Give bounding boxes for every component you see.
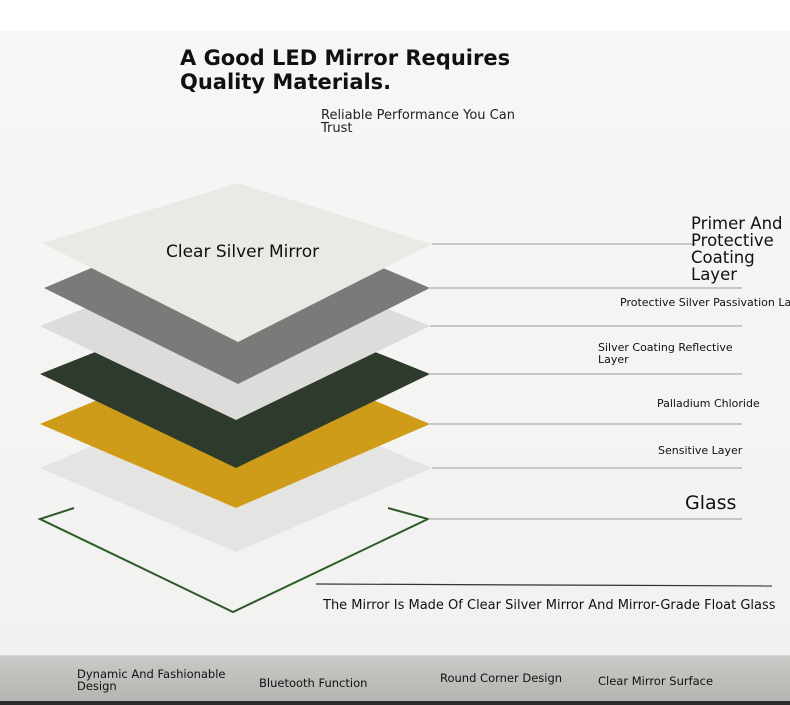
clear-silver-mirror-layer (42, 183, 432, 342)
feature-bar: Dynamic And Fashionable Design Bluetooth… (0, 655, 790, 702)
feature-round-corner: Round Corner Design (440, 671, 563, 685)
bottom-border (0, 701, 790, 705)
caption-divider (315, 583, 773, 587)
top-margin (0, 0, 790, 31)
glass-outline (37, 507, 431, 614)
layer-label-silver-coating: Silver Coating Reflective Layer (598, 341, 733, 366)
feature-clear-surface: Clear Mirror Surface (598, 674, 714, 688)
page-title: A Good LED Mirror Requires Quality Mater… (180, 46, 511, 94)
layer-label-glass: Glass (685, 492, 737, 514)
page-subtitle: Reliable Performance You Can Trust (321, 108, 515, 136)
layer-label-sensitive: Sensitive Layer (658, 444, 743, 457)
mirror-layer-label: Clear Silver Mirror (166, 242, 320, 262)
feature-dynamic-design: Dynamic And Fashionable Design (77, 667, 226, 693)
feature-bluetooth: Bluetooth Function (259, 676, 368, 690)
layer-label-primer: Primer And Protective Coating Layer (691, 214, 783, 284)
diagram-caption: The Mirror Is Made Of Clear Silver Mirro… (323, 598, 776, 613)
layer-label-palladium: Palladium Chloride (657, 397, 760, 410)
layer-label-passivation: Protective Silver Passivation Layer (620, 297, 790, 309)
